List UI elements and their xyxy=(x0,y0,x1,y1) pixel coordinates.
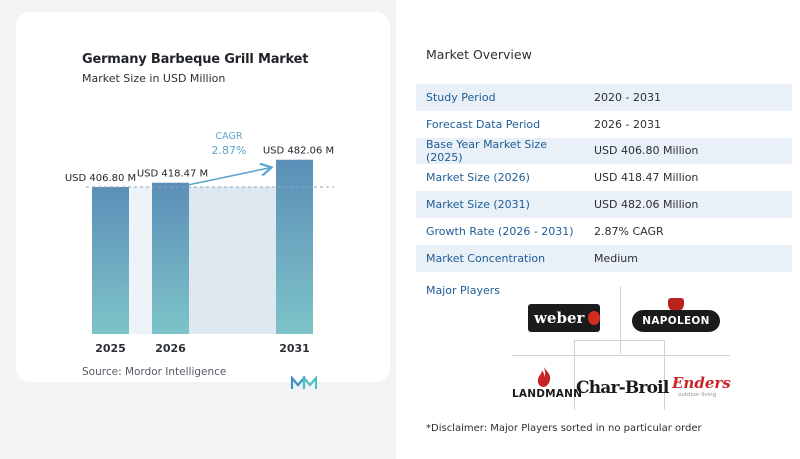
row-value: Medium xyxy=(584,244,792,272)
bar-2026 xyxy=(152,182,189,334)
napoleon-logo-text: NAPOLEON xyxy=(632,310,720,332)
divider xyxy=(574,340,575,410)
divider xyxy=(512,355,730,356)
table-row: Forecast Data Period 2026 - 2031 xyxy=(416,111,792,138)
major-players-title: Major Players xyxy=(426,284,500,297)
row-value: 2.87% CAGR xyxy=(594,224,664,238)
x-tick-label: 2031 xyxy=(279,342,310,355)
table-row: Growth Rate (2026 - 2031) 2.87% CAGR xyxy=(416,218,792,245)
table-row: Market Size (2031) USD 482.06 Million xyxy=(416,191,792,218)
row-key: Market Size (2026) xyxy=(426,171,530,185)
chart-title: Germany Barbeque Grill Market xyxy=(82,52,309,67)
mordor-logo-icon xyxy=(291,376,317,389)
source-text: Source: Mordor Intelligence xyxy=(82,366,227,378)
weber-logo: weber xyxy=(528,304,600,332)
gap-band xyxy=(129,186,152,334)
crest-icon xyxy=(668,298,684,312)
data-label: USD 418.47 M xyxy=(137,169,208,180)
bar-2025 xyxy=(92,186,129,334)
chart-card: Germany Barbeque Grill Market Market Siz… xyxy=(16,12,390,389)
row-value: USD 418.47 Million xyxy=(594,171,699,185)
cagr-label: CAGR xyxy=(216,131,243,142)
enders-tagline: outdoor living xyxy=(678,392,717,398)
market-overview-panel: Market Overview Study Period 2020 - 2031… xyxy=(396,0,800,459)
landmann-logo: LANDMANN xyxy=(512,388,583,400)
overview-table: Study Period 2020 - 2031 Forecast Data P… xyxy=(416,84,792,272)
napoleon-logo: NAPOLEON xyxy=(632,298,720,338)
divider xyxy=(574,340,664,341)
row-key: Market Size (2031) xyxy=(416,191,584,218)
grill-kettle-icon xyxy=(588,311,600,325)
row-key: Forecast Data Period xyxy=(426,117,541,131)
disclaimer-text: *Disclaimer: Major Players sorted in no … xyxy=(426,423,702,434)
row-value: 2020 - 2031 xyxy=(584,84,792,111)
x-tick-label: 2026 xyxy=(155,342,186,355)
charbroil-logo: Char-Broil xyxy=(576,378,669,398)
overview-title: Market Overview xyxy=(426,47,532,62)
divider xyxy=(664,340,665,410)
chart-subtitle: Market Size in USD Million xyxy=(82,72,226,85)
weber-logo-text: weber xyxy=(534,309,585,327)
data-label: USD 482.06 M xyxy=(263,146,334,157)
row-value: 2026 - 2031 xyxy=(594,117,661,131)
bar-2031 xyxy=(276,159,313,334)
data-label: USD 406.80 M xyxy=(65,173,136,184)
row-key: Market Concentration xyxy=(416,244,584,272)
table-row: Market Concentration Medium xyxy=(416,244,792,272)
flame-icon xyxy=(537,367,551,387)
bar-chart: USD 406.80 M USD 418.47 M USD 482.06 M 2025… xyxy=(65,131,334,355)
row-key: Growth Rate (2026 - 2031) xyxy=(426,224,574,238)
enders-logo: Enders xyxy=(672,374,731,392)
row-key: Study Period xyxy=(416,84,584,111)
table-row: Study Period 2020 - 2031 xyxy=(416,84,792,111)
cagr-arrow xyxy=(188,168,270,186)
row-value: USD 482.06 Million xyxy=(584,191,792,218)
row-key: Base Year Market Size (2025) xyxy=(416,137,584,165)
table-row: Market Size (2026) USD 418.47 Million xyxy=(416,164,792,191)
table-row: Base Year Market Size (2025) USD 406.80 … xyxy=(416,137,792,165)
divider xyxy=(620,286,621,354)
forecast-band xyxy=(189,186,276,334)
cagr-value: 2.87% xyxy=(212,144,247,157)
x-tick-label: 2025 xyxy=(95,342,126,355)
row-value: USD 406.80 Million xyxy=(584,137,792,165)
